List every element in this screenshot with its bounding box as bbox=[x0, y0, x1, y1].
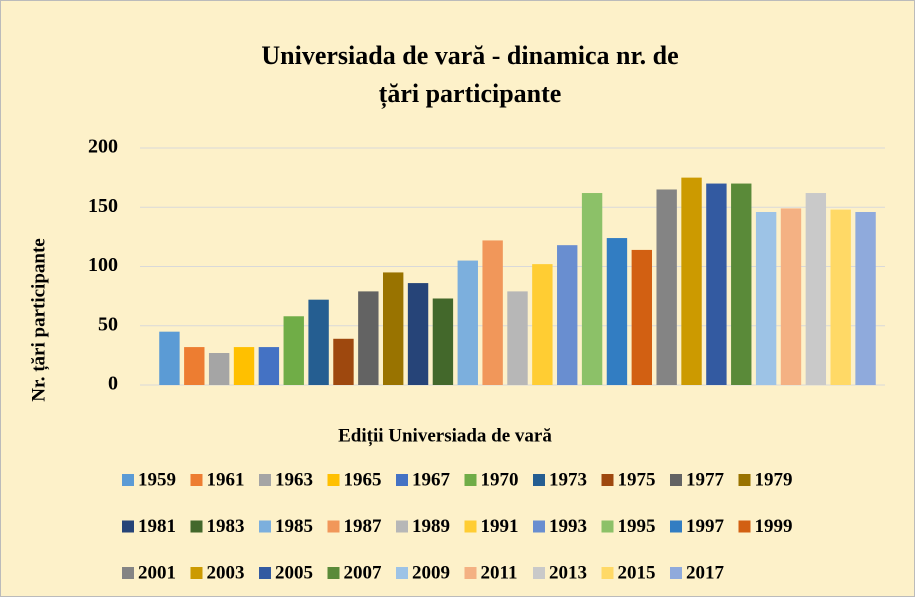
bar bbox=[407, 283, 429, 385]
x-axis-title: Ediții Universiada de vară bbox=[338, 425, 552, 446]
legend-label: 2007 bbox=[344, 562, 383, 583]
legend-swatch bbox=[122, 567, 134, 579]
legend-swatch bbox=[738, 474, 751, 486]
legend-label: 1983 bbox=[207, 516, 245, 537]
legend-swatch bbox=[601, 474, 614, 486]
legend-swatch bbox=[396, 474, 408, 486]
bar bbox=[507, 291, 528, 385]
legend-label: 1973 bbox=[549, 469, 587, 490]
bar bbox=[631, 249, 653, 385]
bar bbox=[382, 272, 404, 385]
legend-label: 1967 bbox=[412, 469, 451, 490]
bar bbox=[755, 211, 777, 385]
y-tick-label: 200 bbox=[88, 136, 118, 158]
legend-swatch bbox=[601, 520, 614, 533]
legend-swatch bbox=[533, 567, 545, 579]
bar bbox=[333, 338, 354, 385]
legend-label: 2001 bbox=[138, 562, 176, 583]
bar bbox=[706, 183, 727, 385]
legend-swatch bbox=[259, 567, 271, 579]
legend-swatch bbox=[259, 474, 271, 486]
legend-label: 2015 bbox=[618, 562, 656, 583]
legend-label: 1997 bbox=[686, 516, 725, 537]
legend-swatch bbox=[670, 474, 682, 486]
bar bbox=[283, 316, 304, 385]
bar bbox=[606, 238, 628, 385]
legend-swatch bbox=[259, 520, 271, 533]
y-tick-label: 0 bbox=[108, 373, 118, 395]
legend-label: 1959 bbox=[138, 469, 176, 490]
bar bbox=[258, 347, 280, 385]
bar bbox=[432, 298, 454, 385]
bar bbox=[184, 347, 205, 385]
legend-label: 1970 bbox=[481, 469, 519, 490]
bar bbox=[581, 193, 603, 385]
legend-swatch bbox=[670, 567, 682, 579]
bar bbox=[532, 264, 553, 385]
legend-swatch bbox=[327, 474, 340, 486]
bar bbox=[208, 353, 230, 385]
legend-label: 1963 bbox=[275, 469, 313, 490]
bar bbox=[681, 177, 702, 385]
legend-swatch bbox=[533, 474, 545, 486]
bar bbox=[656, 189, 677, 385]
y-tick-label: 100 bbox=[88, 254, 118, 276]
bar bbox=[233, 347, 255, 385]
legend-label: 1975 bbox=[618, 469, 656, 490]
legend-swatch bbox=[533, 520, 545, 533]
legend-label: 2011 bbox=[481, 562, 518, 583]
bar bbox=[855, 211, 876, 385]
legend-swatch bbox=[601, 567, 614, 579]
legend-label: 2003 bbox=[207, 562, 245, 583]
legend-swatch bbox=[190, 520, 203, 533]
legend-swatch bbox=[396, 520, 408, 533]
bar bbox=[557, 245, 578, 385]
y-tick-label: 50 bbox=[98, 313, 118, 335]
bar bbox=[830, 209, 851, 385]
legend-label: 1965 bbox=[344, 469, 382, 490]
bar bbox=[482, 240, 503, 385]
legend-label: 1979 bbox=[755, 469, 793, 490]
legend-label: 2005 bbox=[275, 562, 313, 583]
bar bbox=[780, 208, 802, 385]
bar bbox=[308, 299, 329, 385]
chart-title: Universiada de vară - dinamica nr. de țăr… bbox=[261, 41, 678, 109]
y-tick-label: 150 bbox=[88, 195, 118, 217]
legend-label: 1977 bbox=[686, 469, 725, 490]
legend-swatch bbox=[738, 520, 751, 533]
bar bbox=[159, 331, 180, 385]
y-axis-title: Nr. țări participante bbox=[28, 238, 49, 401]
legend-label: 1961 bbox=[207, 469, 245, 490]
legend-swatch bbox=[464, 520, 477, 533]
legend-swatch bbox=[396, 567, 408, 579]
legend-label: 1995 bbox=[618, 516, 656, 537]
legend-swatch bbox=[122, 474, 134, 486]
legend-label: 1989 bbox=[412, 516, 450, 537]
legend-swatch bbox=[327, 520, 340, 533]
legend-label: 2009 bbox=[412, 562, 450, 583]
legend-label: 1999 bbox=[755, 516, 793, 537]
legend-label: 1993 bbox=[549, 516, 587, 537]
bar bbox=[805, 193, 827, 385]
legend-label: 1987 bbox=[344, 516, 383, 537]
legend-label: 2013 bbox=[549, 562, 587, 583]
legend-swatch bbox=[670, 520, 682, 533]
bar bbox=[358, 291, 379, 385]
legend-label: 1981 bbox=[138, 516, 176, 537]
legend-swatch bbox=[190, 567, 203, 579]
bar bbox=[457, 260, 478, 385]
legend-swatch bbox=[122, 520, 134, 533]
legend-swatch bbox=[327, 567, 340, 579]
legend-swatch bbox=[464, 567, 477, 579]
legend-swatch bbox=[464, 474, 477, 486]
legend-swatch bbox=[190, 474, 203, 486]
legend-label: 2017 bbox=[686, 562, 725, 583]
legend-label: 1985 bbox=[275, 516, 313, 537]
bar bbox=[731, 183, 752, 385]
legend-label: 1991 bbox=[481, 516, 519, 537]
